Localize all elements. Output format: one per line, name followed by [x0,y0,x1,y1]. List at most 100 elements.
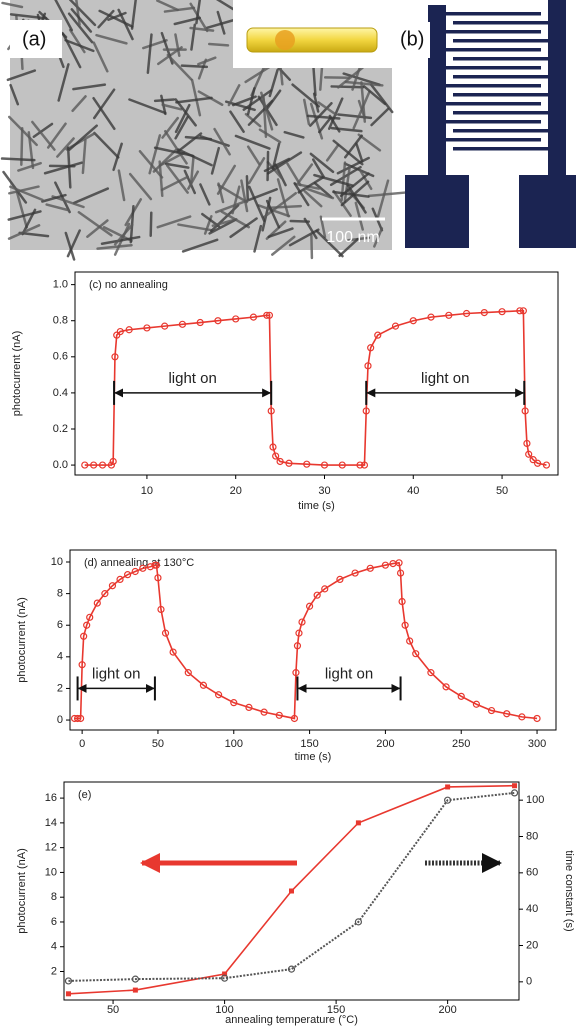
x-tick-label: 200 [438,1004,456,1016]
nanorod [338,237,359,258]
nanorod [112,142,123,172]
x-tick-label: 300 [528,738,546,750]
nanorod [161,103,183,111]
x-tick-label: 150 [327,1004,345,1016]
electrode-finger [446,84,541,88]
y-tick-label: 0.4 [53,387,68,399]
data-point [90,461,98,469]
y-tick-label: 0.0 [53,459,68,471]
data-point [276,457,284,466]
annotation: light on [421,370,469,387]
inset [233,0,392,68]
nanorod [57,63,70,102]
nanorod [92,41,109,73]
data-point [81,461,89,469]
nanorod [351,67,361,91]
nanorod [260,91,274,131]
nanorod [271,235,296,256]
nanorod [312,158,325,179]
data-point [98,461,107,469]
nanorod [240,179,249,213]
nanorod [283,130,305,139]
scale-bar-label: 100 nm [326,229,379,246]
nanorod [130,0,137,30]
nanorod [68,28,86,54]
data-point [529,456,537,464]
nanorod [304,187,335,200]
nanorod [146,33,153,74]
electrode-finger [446,66,541,70]
data-point [533,459,542,467]
nanorod [227,84,241,107]
y-tick-label: 10 [51,556,63,568]
nanorod [156,215,192,229]
y-tick-label: 6 [57,619,63,631]
data-point [367,344,375,352]
nanorod [86,219,109,238]
nanorod [217,183,249,204]
data-point [101,590,109,598]
data-point [152,561,161,569]
data-point [533,714,541,723]
y-tick-label: 4 [51,941,57,953]
nanorod [312,65,317,97]
data-point [131,975,139,983]
y-tick-label: 0 [57,714,63,726]
nanorod [216,164,237,195]
nanorod [64,231,76,261]
nanorod [183,169,196,195]
nanorod [1,1,24,9]
nanorod [242,89,273,111]
nanorod [357,99,366,120]
data-point [445,311,453,319]
nanorod [275,64,292,81]
data-point [523,439,531,448]
nanorod [303,217,318,240]
nanorod [174,103,191,134]
electrode-bus [428,5,446,177]
x-tick-label: 0 [79,738,85,750]
nanorod [245,188,278,203]
data-point [108,582,117,590]
data-point [396,569,405,577]
nanorod [9,185,44,202]
nanorod [246,87,256,116]
y-tick-label: 14 [45,817,57,829]
plot-frame [63,781,520,1001]
data-point [107,461,116,469]
x-tick-label: 40 [407,485,419,497]
nanorod [189,26,215,32]
data-point [265,311,274,319]
electrode-finger [446,48,541,52]
data-point [292,669,300,677]
data-point [303,460,311,468]
nanorod [72,187,110,205]
nanorod [303,98,311,126]
data-point [364,362,372,370]
nanorod [9,13,48,20]
data-point [521,407,529,415]
electrode-finger [453,147,548,151]
data-point [124,571,132,579]
data-point [86,613,94,621]
data-point [196,318,204,327]
nanorod [339,172,370,198]
panel-label: (b) [400,28,424,50]
nanorod [293,182,310,207]
nanorod [7,224,41,240]
nanorod [340,180,370,207]
data-point [111,353,119,361]
x-tick-label: 20 [230,485,242,497]
nanorod [175,96,213,104]
x-tick-label: 250 [452,738,470,750]
data-point [263,311,271,319]
nanorod [276,178,290,218]
nanorod [199,183,211,206]
nanorod [297,163,314,184]
data-point [516,307,524,315]
nanorod [148,134,162,175]
nanorod [71,95,87,113]
data-point [510,789,519,797]
nanorod [262,191,297,219]
nanorod [231,185,241,215]
